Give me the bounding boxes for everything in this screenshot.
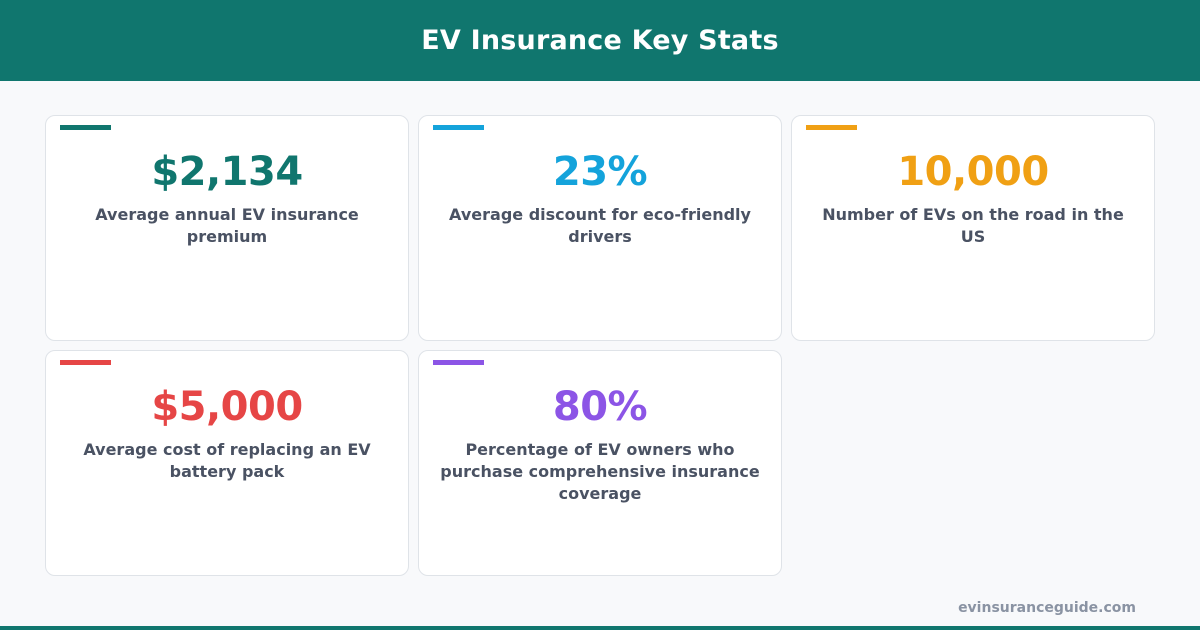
stat-value: 23%	[552, 149, 648, 195]
stat-card: 10,000 Number of EVs on the road in the …	[791, 115, 1155, 341]
site-url-label: evinsuranceguide.com	[958, 600, 1136, 616]
stat-value: $5,000	[151, 384, 303, 430]
stat-label: Average cost of replacing an EV battery …	[83, 440, 371, 481]
stat-label: Average annual EV insurance premium	[95, 205, 359, 246]
page-title: EV Insurance Key Stats	[421, 25, 779, 56]
stat-label: Percentage of EV owners who purchase com…	[440, 440, 760, 503]
stat-value: 80%	[552, 384, 648, 430]
stat-label: Number of EVs on the road in the US	[822, 205, 1124, 246]
stat-value: 10,000	[897, 149, 1049, 195]
bottom-accent-bar	[0, 626, 1200, 630]
header-banner: EV Insurance Key Stats	[0, 0, 1200, 81]
stat-card: $5,000 Average cost of replacing an EV b…	[45, 350, 409, 576]
stat-card: 23% Average discount for eco-friendly dr…	[418, 115, 782, 341]
stat-accent-bar	[60, 360, 111, 365]
stat-accent-bar	[433, 125, 484, 130]
stat-value: $2,134	[151, 149, 303, 195]
stat-label: Average discount for eco-friendly driver…	[449, 205, 751, 246]
stat-accent-bar	[806, 125, 857, 130]
stat-card: $2,134 Average annual EV insurance premi…	[45, 115, 409, 341]
stats-grid: $2,134 Average annual EV insurance premi…	[45, 115, 1155, 576]
stat-accent-bar	[433, 360, 484, 365]
stat-card: 80% Percentage of EV owners who purchase…	[418, 350, 782, 576]
stat-accent-bar	[60, 125, 111, 130]
